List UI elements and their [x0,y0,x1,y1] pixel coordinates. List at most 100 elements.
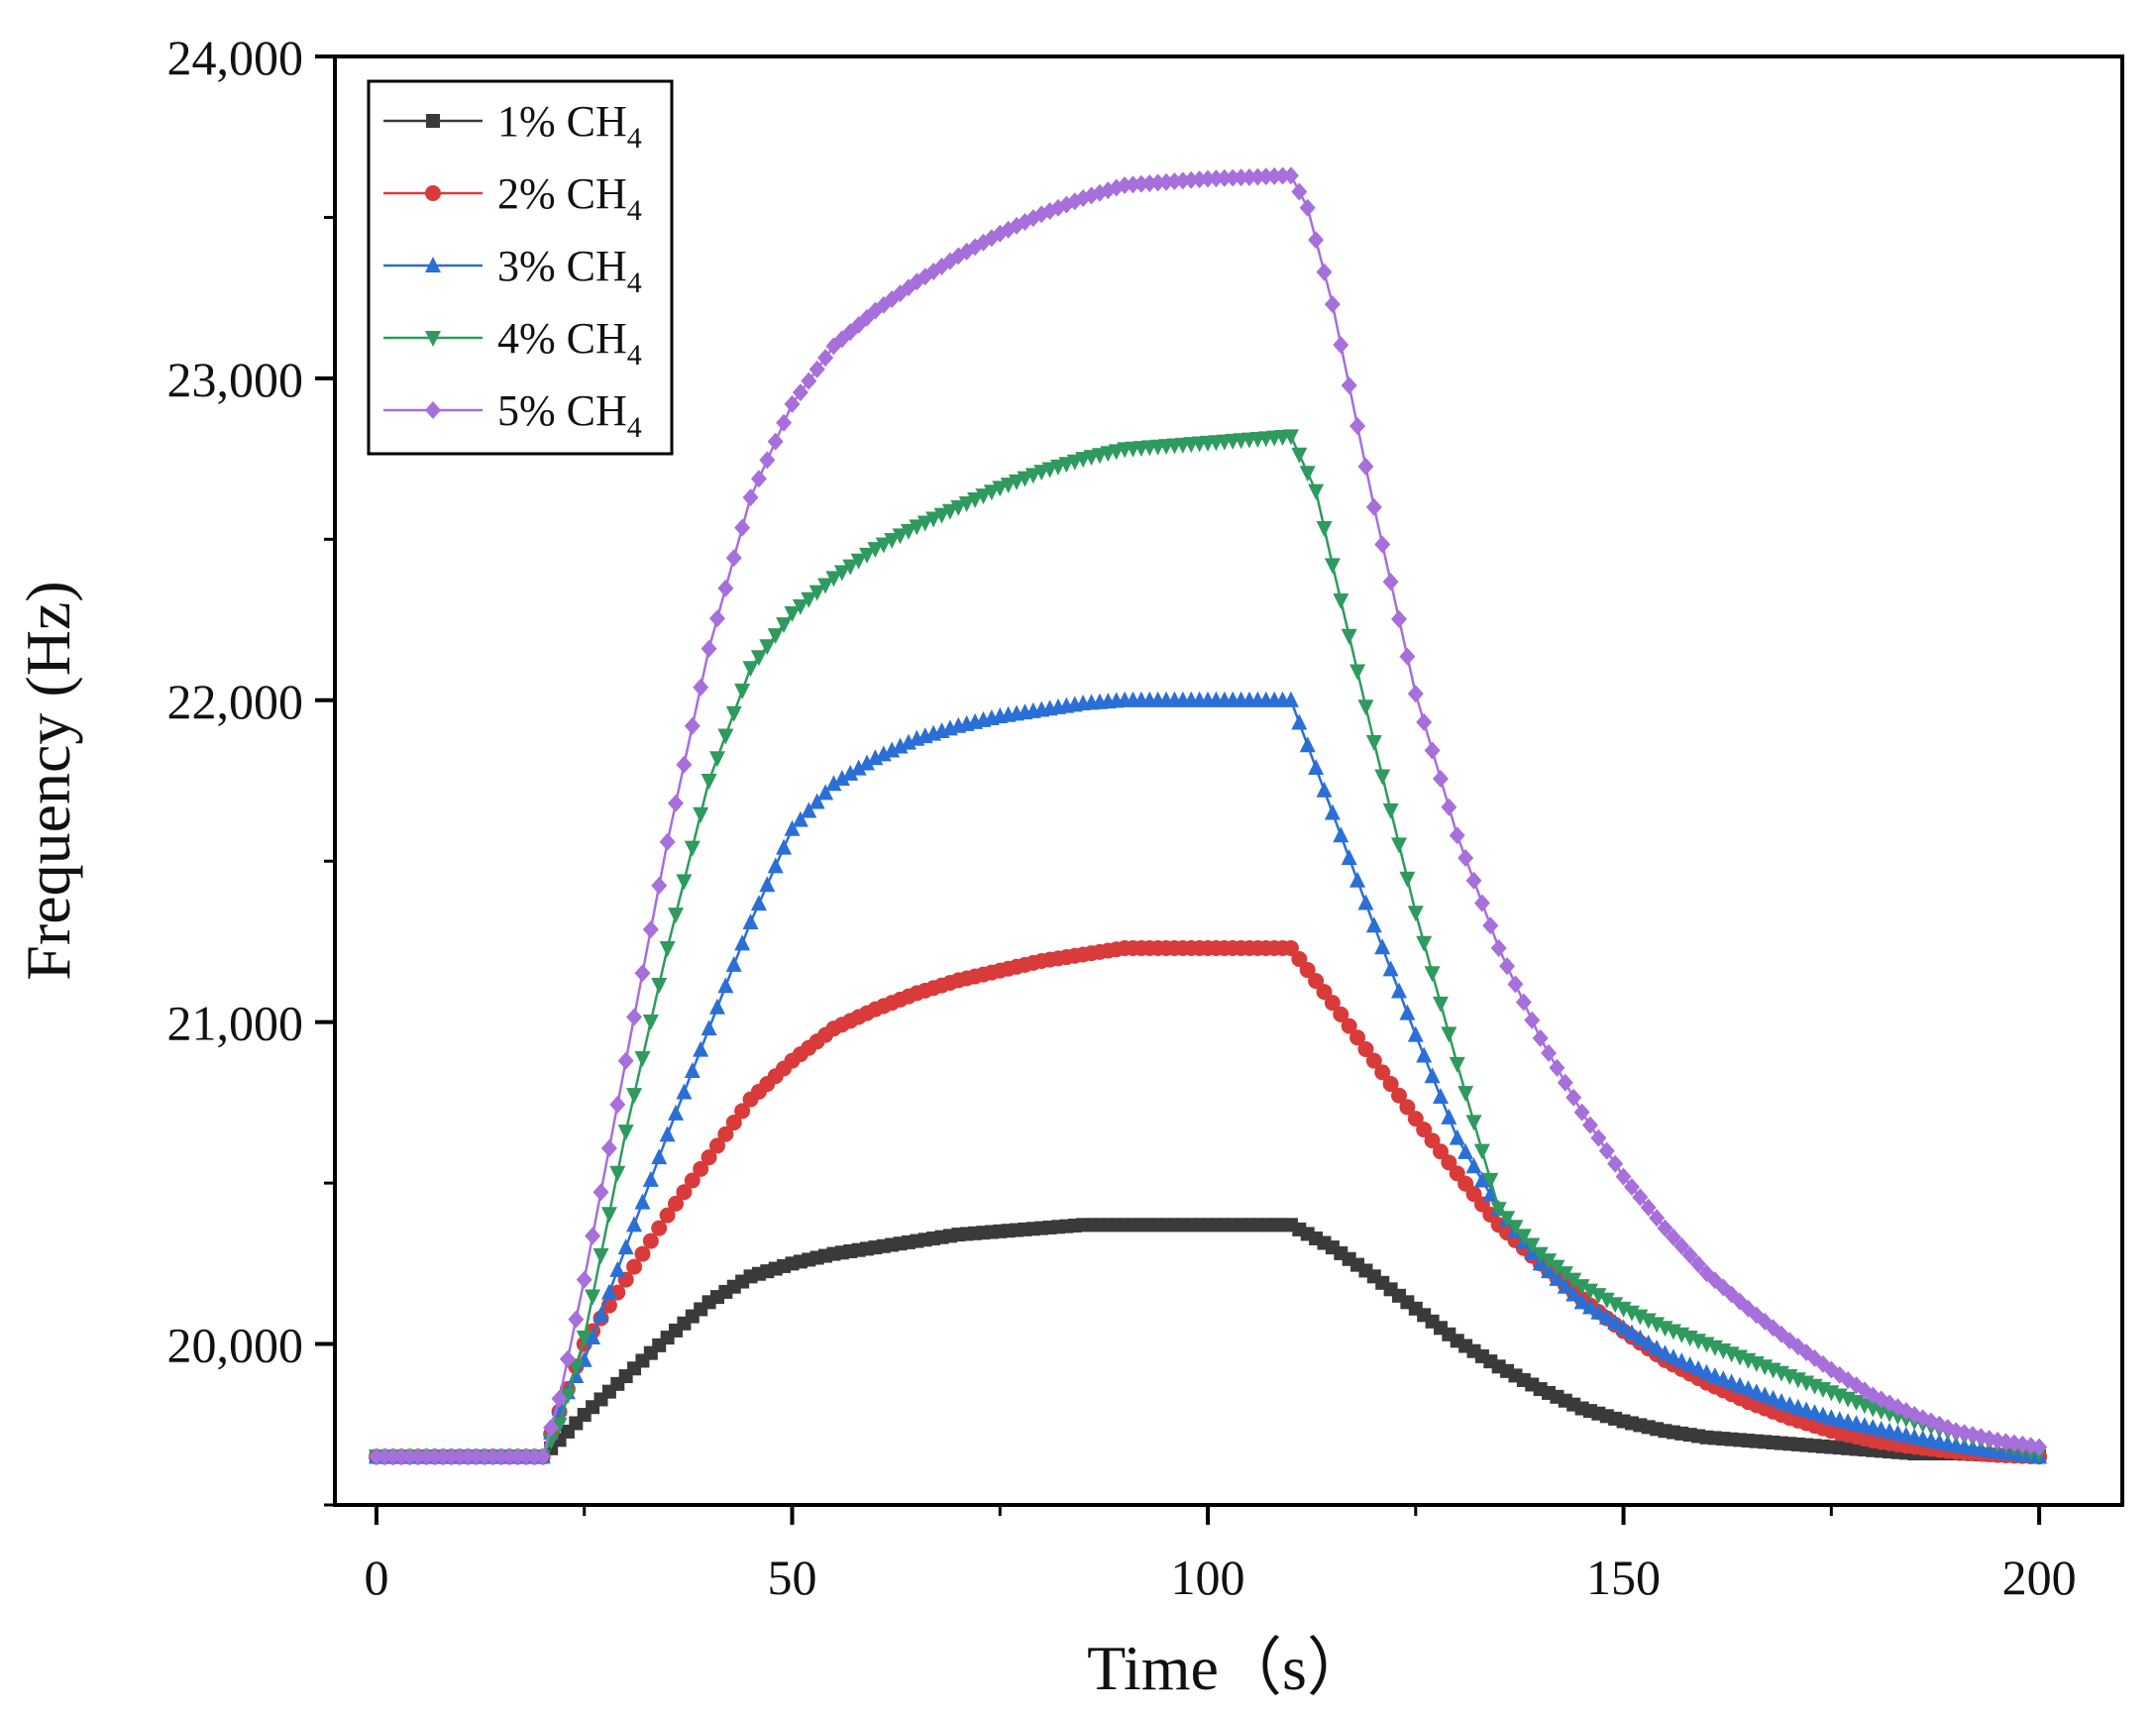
data-point [1333,593,1349,610]
data-point [701,1149,717,1166]
data-point [933,507,950,524]
data-point [676,1083,693,1100]
data-point [1357,1040,1374,1057]
data-point [1706,1367,1723,1384]
data-point [1382,803,1399,819]
data-point [693,678,709,697]
data-point [1499,957,1516,976]
data-point [1482,916,1499,935]
data-point [717,977,734,994]
data-point [1732,1376,1749,1393]
data-point [393,1447,410,1466]
data-point [1324,558,1341,575]
data-point [634,1193,651,1210]
data-point [585,1289,601,1306]
y-axis-title: Frequency (Hz) [13,581,83,980]
data-point [1773,1393,1789,1410]
data-point [767,432,784,451]
data-point [1009,474,1025,490]
data-point [1632,1188,1649,1207]
data-point [1399,1004,1416,1020]
data-point [526,1447,543,1466]
data-point [1357,457,1374,476]
data-point [1557,1277,1573,1294]
data-point [1524,1237,1541,1254]
data-point [784,394,801,413]
data-point [1291,182,1308,201]
data-point [1441,1026,1457,1043]
data-point [593,1247,609,1264]
data-point [1399,647,1416,666]
data-point [1399,871,1416,888]
data-point [717,579,734,597]
data-point [401,1447,418,1466]
data-point [576,1331,593,1347]
data-point [1382,960,1399,977]
data-point [1299,466,1316,482]
data-point [750,650,767,667]
data-point [1549,1058,1565,1077]
axes-layer: 0 50 100 150 200 20,000 21,000 22,000 23,000 24,0… [13,30,2077,1703]
data-point [1541,1262,1558,1279]
y-tick-label: 22,000 [167,674,304,729]
y-tick-label: 24,000 [167,30,304,85]
data-point [409,1447,426,1466]
data-point [884,532,901,549]
data-point [801,372,817,390]
data-point [1524,1011,1541,1029]
data-point [1282,939,1299,956]
data-point [617,1238,634,1255]
data-point [1690,1359,1707,1376]
data-point [593,1306,609,1323]
data-point [642,1170,659,1187]
data-point [1748,1383,1765,1400]
data-point [1649,1209,1666,1228]
data-point [1499,1211,1516,1228]
data-point [1681,1245,1698,1264]
data-point [543,1419,560,1438]
data-point [1607,1314,1624,1331]
y-tick-label: 21,000 [167,996,304,1051]
data-point [1374,535,1391,554]
data-point [1316,520,1333,537]
legend-label-main: 1% CH [497,97,627,146]
data-point [1690,1254,1707,1273]
data-point [1257,167,1274,186]
data-point [634,1051,651,1068]
data-point [668,1104,685,1121]
data-point [468,1447,485,1466]
data-point [1216,168,1233,187]
data-point [1657,1344,1673,1361]
data-point [916,515,933,532]
data-point [1416,712,1433,731]
data-point [659,940,676,957]
x-axis-title: Time（s） [1087,1633,1370,1703]
data-point [1341,376,1357,395]
data-point [609,1260,626,1277]
data-point [750,470,767,488]
data-point [701,1019,717,1036]
x-tick-label: 0 [364,1550,388,1605]
data-point [693,1160,709,1177]
data-point [708,609,725,628]
data-point [1407,906,1424,922]
data-point [1598,1292,1615,1309]
data-point [1490,1202,1507,1219]
data-point [776,838,793,855]
legend-label-main: 4% CH [497,314,627,363]
data-point [1581,1116,1598,1134]
x-tick-label: 150 [1586,1550,1661,1605]
series-3pct-ch4 [368,691,2048,1464]
data-point [460,1447,477,1466]
data-point [759,639,776,656]
data-point [1291,950,1308,967]
data-point [642,1233,659,1249]
legend-entry: 2% CH4 [383,169,642,227]
legend-label-subscript: 4 [627,122,642,155]
data-point [435,1447,452,1466]
data-point [909,519,925,536]
data-point [776,617,793,634]
data-point [767,628,784,645]
data-point [626,1088,643,1105]
data-point [792,383,808,402]
